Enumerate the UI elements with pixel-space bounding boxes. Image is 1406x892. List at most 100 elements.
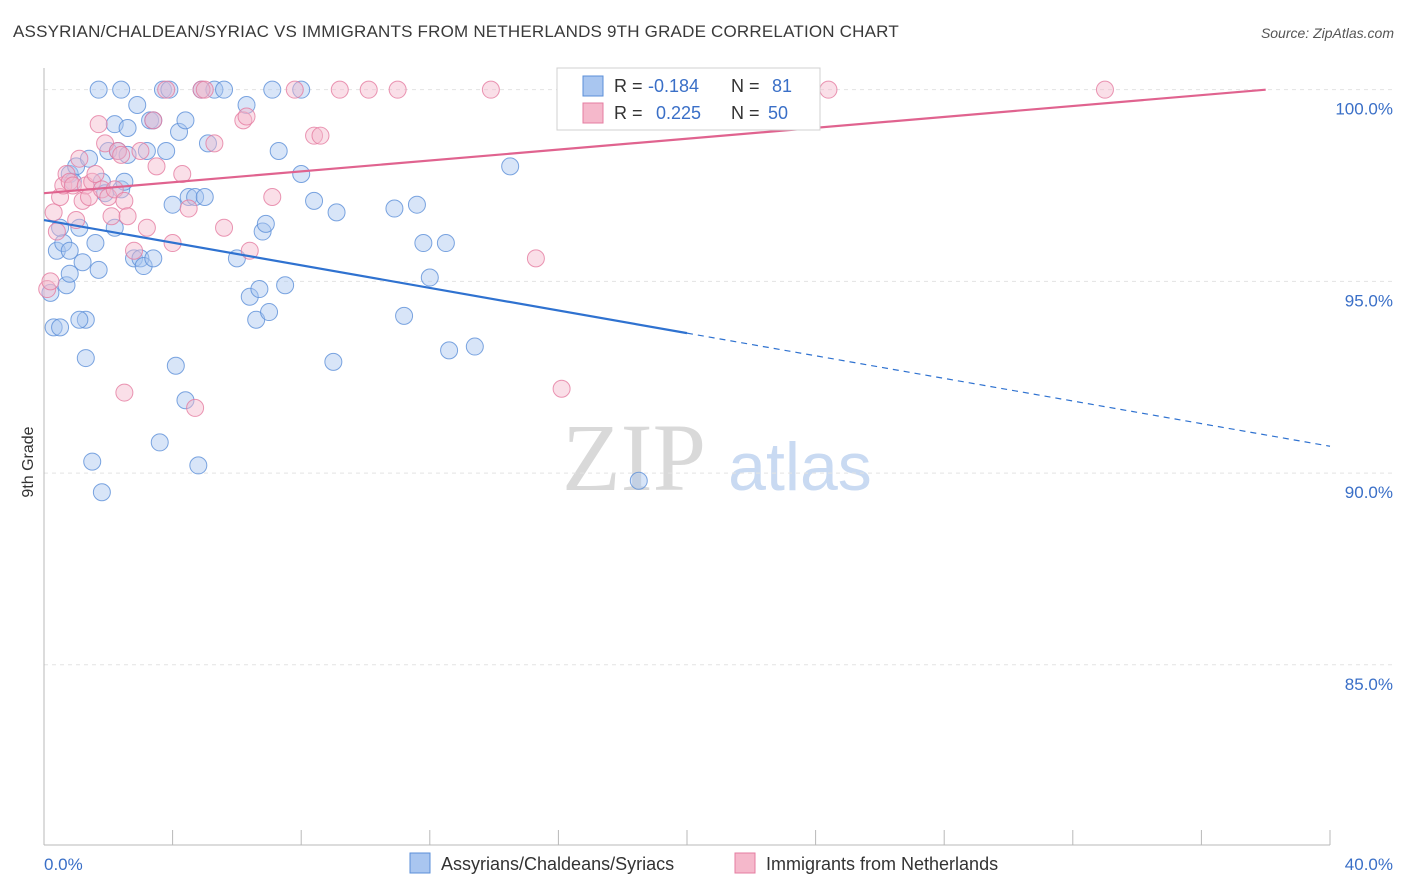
point-blue xyxy=(420,268,439,287)
point-blue xyxy=(125,249,144,268)
point-blue xyxy=(292,80,311,99)
stats-n-label-pink: N = xyxy=(731,103,760,123)
point-blue xyxy=(89,80,108,99)
stats-n-label-blue: N = xyxy=(731,76,760,96)
point-pink xyxy=(70,149,89,168)
point-blue xyxy=(324,352,343,371)
point-blue xyxy=(260,303,279,322)
point-blue xyxy=(60,264,79,283)
point-pink xyxy=(105,180,124,199)
point-blue xyxy=(269,142,288,161)
point-pink xyxy=(112,145,131,164)
point-blue xyxy=(47,241,66,260)
point-pink xyxy=(44,203,63,222)
point-pink xyxy=(86,165,105,184)
point-pink xyxy=(526,249,545,268)
stats-r-value-pink: 0.225 xyxy=(656,103,701,123)
chart-title: ASSYRIAN/CHALDEAN/SYRIAC VS IMMIGRANTS F… xyxy=(13,22,899,41)
point-blue xyxy=(176,391,195,410)
point-pink xyxy=(195,80,214,99)
point-blue xyxy=(144,249,163,268)
point-pink xyxy=(102,207,121,226)
point-blue xyxy=(305,191,324,210)
trend-lines xyxy=(43,88,1331,447)
point-blue xyxy=(395,306,414,325)
x-tick-label-max: 40.0% xyxy=(1345,855,1393,874)
point-pink xyxy=(115,191,134,210)
stats-n-value-blue: 81 xyxy=(772,76,792,96)
y-tick-label: 100.0% xyxy=(1335,100,1393,119)
data-points xyxy=(38,80,1114,502)
y-tick-label: 95.0% xyxy=(1345,291,1393,310)
point-blue xyxy=(118,119,137,138)
point-pink xyxy=(47,222,66,241)
series-legend: Assyrians/Chaldeans/Syriacs Immigrants f… xyxy=(409,852,998,874)
point-pink xyxy=(1095,80,1114,99)
watermark-zip: ZIP xyxy=(562,404,706,511)
watermark-atlas: atlas xyxy=(728,429,872,505)
point-blue xyxy=(86,234,105,253)
point-blue xyxy=(195,188,214,207)
y-axis-label: 9th Grade xyxy=(20,426,37,497)
legend-swatch-assyrians xyxy=(409,852,431,874)
point-blue xyxy=(76,349,95,368)
point-blue xyxy=(465,337,484,356)
watermark: ZIP atlas xyxy=(562,404,872,511)
point-blue xyxy=(327,203,346,222)
point-pink xyxy=(359,80,378,99)
point-blue xyxy=(92,483,111,502)
point-blue xyxy=(292,165,311,184)
point-blue xyxy=(436,234,455,253)
stats-r-label-pink: R = xyxy=(614,103,643,123)
point-pink xyxy=(237,107,256,126)
point-blue xyxy=(166,356,185,375)
point-blue xyxy=(186,188,205,207)
point-blue xyxy=(73,253,92,272)
stats-r-value-blue: -0.184 xyxy=(648,76,699,96)
point-pink xyxy=(89,115,108,134)
point-blue xyxy=(250,280,269,299)
point-blue xyxy=(83,452,102,471)
point-blue xyxy=(89,260,108,279)
point-pink xyxy=(330,80,349,99)
point-pink xyxy=(215,218,234,237)
x-axis-ticks xyxy=(43,830,1331,845)
point-pink xyxy=(137,218,156,237)
y-tick-labels: 100.0% 95.0% 90.0% 85.0% xyxy=(1335,100,1393,694)
point-pink xyxy=(157,80,176,99)
point-blue xyxy=(176,111,195,130)
legend-label-netherlands: Immigrants from Netherlands xyxy=(766,854,998,874)
point-blue xyxy=(44,318,63,337)
point-blue xyxy=(150,433,169,452)
point-pink xyxy=(388,80,407,99)
point-blue xyxy=(157,142,176,161)
point-pink xyxy=(552,379,571,398)
point-blue xyxy=(163,195,182,214)
point-blue xyxy=(276,276,295,295)
point-pink xyxy=(144,111,163,130)
point-pink xyxy=(263,188,282,207)
point-blue xyxy=(80,149,99,168)
legend-label-assyrians: Assyrians/Chaldeans/Syriacs xyxy=(441,854,674,874)
point-blue xyxy=(407,195,426,214)
point-blue xyxy=(501,157,520,176)
point-pink xyxy=(311,126,330,145)
point-blue xyxy=(189,456,208,475)
y-tick-label: 90.0% xyxy=(1345,483,1393,502)
stats-swatch-blue xyxy=(582,75,604,97)
source-label: Source: ZipAtlas.com xyxy=(1260,25,1394,41)
point-blue xyxy=(134,257,153,276)
point-blue xyxy=(440,341,459,360)
point-blue xyxy=(128,96,147,115)
point-pink xyxy=(481,80,500,99)
point-blue xyxy=(70,310,89,329)
stats-n-value-pink: 50 xyxy=(768,103,788,123)
point-blue xyxy=(54,234,73,253)
point-blue xyxy=(205,80,224,99)
point-pink xyxy=(115,383,134,402)
trend-line-blue xyxy=(43,218,688,335)
point-pink xyxy=(819,80,838,99)
point-blue xyxy=(198,134,217,153)
point-blue xyxy=(51,318,70,337)
